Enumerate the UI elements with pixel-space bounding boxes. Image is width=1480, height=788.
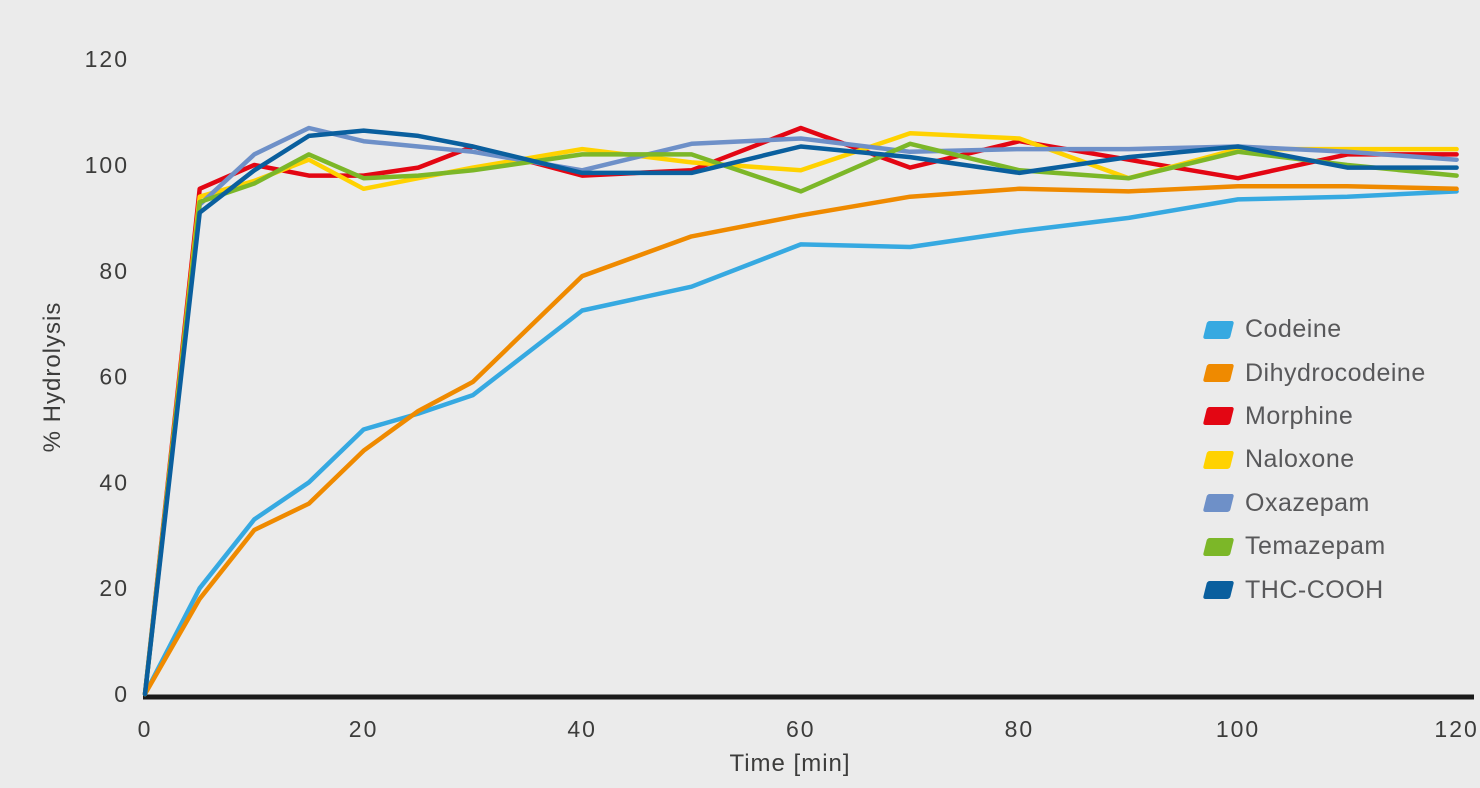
legend-swatch-morphine — [1202, 407, 1235, 426]
y-tick-label-40: 40 — [99, 469, 129, 495]
legend-label-naloxone: Naloxone — [1245, 445, 1355, 474]
series-line-dihydrocodeine — [142, 183, 1459, 697]
legend-swatch-codeine — [1202, 320, 1235, 339]
legend-swatch-thc-cooh — [1202, 581, 1235, 600]
legend-swatch-naloxone — [1202, 450, 1235, 469]
y-tick-label-80: 80 — [99, 258, 129, 284]
series-line-codeine — [142, 189, 1459, 697]
x-tick-label-40: 40 — [567, 716, 597, 742]
x-tick-label-100: 100 — [1216, 716, 1260, 742]
legend-label-oxazepam: Oxazepam — [1245, 488, 1370, 517]
series-line-oxazepam — [142, 125, 1459, 697]
legend-label-temazepam: Temazepam — [1245, 532, 1386, 561]
x-tick-label-120: 120 — [1434, 716, 1478, 742]
series-line-temazepam — [142, 141, 1459, 697]
legend-item-morphine: Morphine — [1202, 395, 1426, 438]
legend-label-thc-cooh: THC-COOH — [1245, 575, 1384, 604]
chart-legend: Codeine Dihydrocodeine Morphine Naloxone Oxa… — [1202, 308, 1426, 612]
legend-item-dihydrocodeine: Dihydrocodeine — [1202, 351, 1426, 394]
y-axis-title: % Hydrolysis — [39, 302, 66, 453]
legend-item-thc-cooh: THC-COOH — [1202, 568, 1426, 611]
x-axis-tick-labels: 0 20 40 60 80 100 120 — [138, 716, 1478, 742]
y-tick-label-100: 100 — [85, 152, 129, 178]
y-tick-label-60: 60 — [99, 364, 129, 390]
x-tick-label-60: 60 — [786, 716, 816, 742]
legend-swatch-oxazepam — [1202, 494, 1235, 513]
legend-item-naloxone: Naloxone — [1202, 438, 1426, 481]
x-tick-label-20: 20 — [349, 716, 379, 742]
y-axis-tick-labels: 0 20 40 60 80 100 120 — [85, 46, 129, 707]
legend-item-temazepam: Temazepam — [1202, 525, 1426, 568]
y-tick-label-0: 0 — [114, 681, 129, 707]
y-tick-label-120: 120 — [85, 46, 129, 72]
x-tick-label-0: 0 — [138, 716, 153, 742]
legend-label-morphine: Morphine — [1245, 401, 1354, 430]
legend-item-oxazepam: Oxazepam — [1202, 482, 1426, 525]
series-line-thc-cooh — [142, 128, 1459, 697]
y-tick-label-20: 20 — [99, 575, 129, 601]
x-tick-label-80: 80 — [1005, 716, 1035, 742]
legend-swatch-dihydrocodeine — [1202, 364, 1235, 383]
series-group — [142, 125, 1459, 697]
legend-label-codeine: Codeine — [1245, 315, 1342, 344]
legend-item-codeine: Codeine — [1202, 308, 1426, 351]
x-axis-title: Time [min] — [729, 750, 850, 777]
legend-label-dihydrocodeine: Dihydrocodeine — [1245, 358, 1426, 387]
legend-swatch-temazepam — [1202, 537, 1235, 556]
